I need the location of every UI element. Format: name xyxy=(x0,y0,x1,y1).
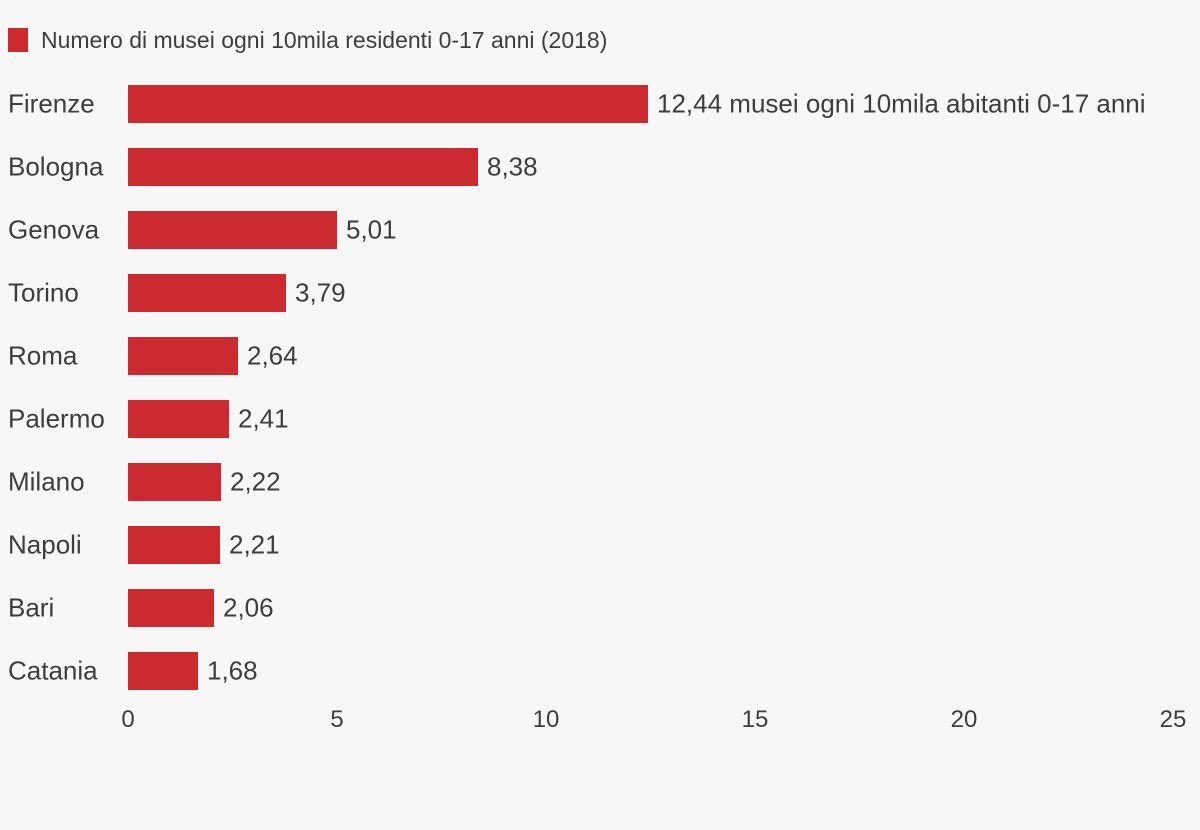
bar-chart: Firenze 12,44 musei ogni 10mila abitanti … xyxy=(0,72,1200,702)
category-label: Milano xyxy=(8,466,85,496)
value-label: 5,01 xyxy=(346,214,397,244)
value-label: 12,44 musei ogni 10mila abitanti 0-17 an… xyxy=(657,88,1146,118)
category-label: Firenze xyxy=(8,88,95,118)
bar xyxy=(128,525,220,564)
value-label: 2,22 xyxy=(230,466,281,496)
bar-row: Bari 2,06 xyxy=(0,576,1200,639)
x-tick-label: 10 xyxy=(532,706,560,733)
bar xyxy=(128,84,648,123)
value-label: 2,06 xyxy=(223,592,274,622)
bar-row: Roma 2,64 xyxy=(0,324,1200,387)
value-label: 2,64 xyxy=(247,340,298,370)
x-tick-label: 5 xyxy=(330,706,344,733)
bar-row: Genova 5,01 xyxy=(0,198,1200,261)
bar-row: Palermo 2,41 xyxy=(0,387,1200,450)
bar xyxy=(128,399,229,438)
value-label: 1,68 xyxy=(207,655,258,685)
bar-row: Napoli 2,21 xyxy=(0,513,1200,576)
bar xyxy=(128,336,238,375)
x-tick-label: 20 xyxy=(950,706,978,733)
category-label: Palermo xyxy=(8,403,105,433)
category-label: Bologna xyxy=(8,151,104,181)
bar xyxy=(128,588,214,627)
value-label: 2,41 xyxy=(238,403,289,433)
x-tick-label: 15 xyxy=(741,706,769,733)
bar xyxy=(128,147,478,186)
category-label: Bari xyxy=(8,592,55,622)
category-label: Torino xyxy=(8,277,79,307)
chart-legend: Numero di musei ogni 10mila residenti 0-… xyxy=(8,28,607,52)
bar xyxy=(128,273,286,312)
bar-row: Firenze 12,44 musei ogni 10mila abitanti … xyxy=(0,72,1200,135)
category-label: Catania xyxy=(8,655,98,685)
chart-title: Numero di musei ogni 10mila residenti 0-… xyxy=(41,26,608,53)
value-label: 3,79 xyxy=(295,277,346,307)
bar-row: Catania 1,68 xyxy=(0,639,1200,702)
value-label: 2,21 xyxy=(229,529,280,559)
bar-row: Bologna 8,38 xyxy=(0,135,1200,198)
value-label: 8,38 xyxy=(487,151,538,181)
legend-swatch-icon xyxy=(8,28,28,52)
bar-row: Milano 2,22 xyxy=(0,450,1200,513)
bar xyxy=(128,462,221,501)
x-tick-label: 25 xyxy=(1159,706,1187,733)
category-label: Roma xyxy=(8,340,78,370)
bar xyxy=(128,651,198,690)
x-tick-label: 0 xyxy=(121,706,135,733)
bar xyxy=(128,210,337,249)
category-label: Genova xyxy=(8,214,100,244)
x-axis: 0 5 10 15 20 25 xyxy=(121,706,1186,736)
category-label: Napoli xyxy=(8,529,82,559)
bar-row: Torino 3,79 xyxy=(0,261,1200,324)
